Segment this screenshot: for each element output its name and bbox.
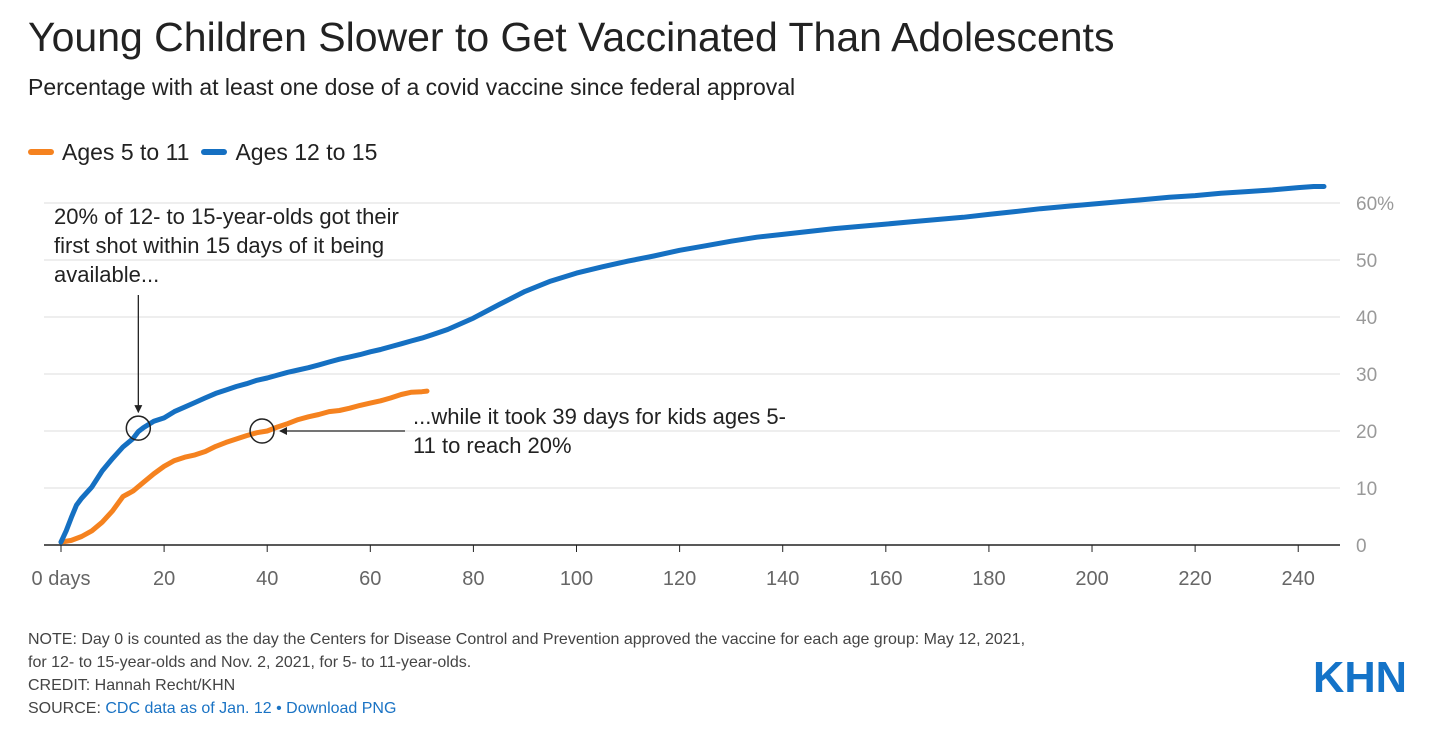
annotation-12-15-line: available... [54,262,159,287]
annotation-5-11-line: ...while it took 39 days for kids ages 5… [413,404,786,429]
annotation-12-15-text: 20% of 12- to 15-year-olds got their firs… [54,204,399,287]
x-tick-label: 220 [1178,568,1211,590]
series-line-ages-5-11 [58,388,430,545]
annotation-5-11-line: 11 to reach 20% [413,433,572,458]
legend-label-ages-12-15: Ages 12 to 15 [235,138,378,165]
x-tick-label: 200 [1075,568,1108,590]
legend: Ages 5 to 11 Ages 12 to 15 [28,137,389,167]
note-line-1: NOTE: Day 0 is counted as the day the Ce… [28,631,1026,648]
annotation-12-15-line: 20% of 12- to 15-year-olds got their [54,204,399,229]
khn-logo-text: KHN [1313,656,1407,696]
source-line: SOURCE: CDC data as of Jan. 12 • Downloa… [28,697,1025,720]
x-tick-label: 160 [869,568,902,590]
x-tick-label: 240 [1282,568,1315,590]
source-link[interactable]: CDC data as of Jan. 12 [105,700,272,717]
y-tick-label: 30 [1356,365,1377,386]
download-png-link[interactable]: Download PNG [286,700,397,717]
legend-label-ages-5-11: Ages 5 to 11 [62,138,190,165]
x-tick-label: 20 [153,568,175,590]
x-tick-label: 140 [766,568,799,590]
x-tick-label: 80 [462,568,484,590]
x-tick-label: 40 [256,568,278,590]
annotation-12-15-circle [125,415,152,441]
x-tick-label: 60 [359,568,381,590]
legend-swatch-ages-12-15 [201,149,228,155]
y-tick-label: 60% [1356,194,1394,215]
y-tick-label: 0 [1356,536,1367,557]
annotation-5-11-circle [249,418,275,444]
axes: 0 10 20 30 40 50 60% 0 days 20 40 60 80 100 120 140 160… [32,194,1395,590]
legend-item-ages-12-15: Ages 12 to 15 [201,139,377,166]
y-tick-label: 20 [1356,422,1377,443]
y-tick-label: 50 [1356,251,1377,272]
annotation-12-15-line: first shot within 15 days of it being [54,233,384,258]
chart-notes: NOTE: Day 0 is counted as the day the Ce… [28,628,1025,720]
y-tick-label: 10 [1356,479,1377,500]
khn-logo: KHN [1313,656,1407,696]
x-tick-label: 120 [663,568,696,590]
link-separator: • [271,700,287,717]
annotations: 20% of 12- to 15-year-olds got their firs… [54,204,786,458]
x-tick-label: 180 [972,568,1005,590]
source-label: SOURCE: [28,700,106,717]
x-tick-label: 0 days [32,568,91,590]
annotation-5-11-text: ...while it took 39 days for kids ages 5… [413,404,786,458]
legend-swatch-ages-5-11 [28,149,54,155]
series-line-ages-12-15 [58,184,1327,545]
chart-subtitle: Percentage with at least one dose of a c… [28,74,796,100]
credit-line: CREDIT: Hannah Recht/KHN [28,677,236,694]
note-line-2: for 12- to 15-year-olds and Nov. 2, 2021… [28,654,472,671]
y-tick-label: 40 [1356,308,1377,329]
legend-item-ages-5-11: Ages 5 to 11 [28,139,189,166]
x-tick-label: 100 [560,568,593,590]
chart-title: Young Children Slower to Get Vaccinated … [28,14,1115,60]
series-lines [58,184,1327,545]
